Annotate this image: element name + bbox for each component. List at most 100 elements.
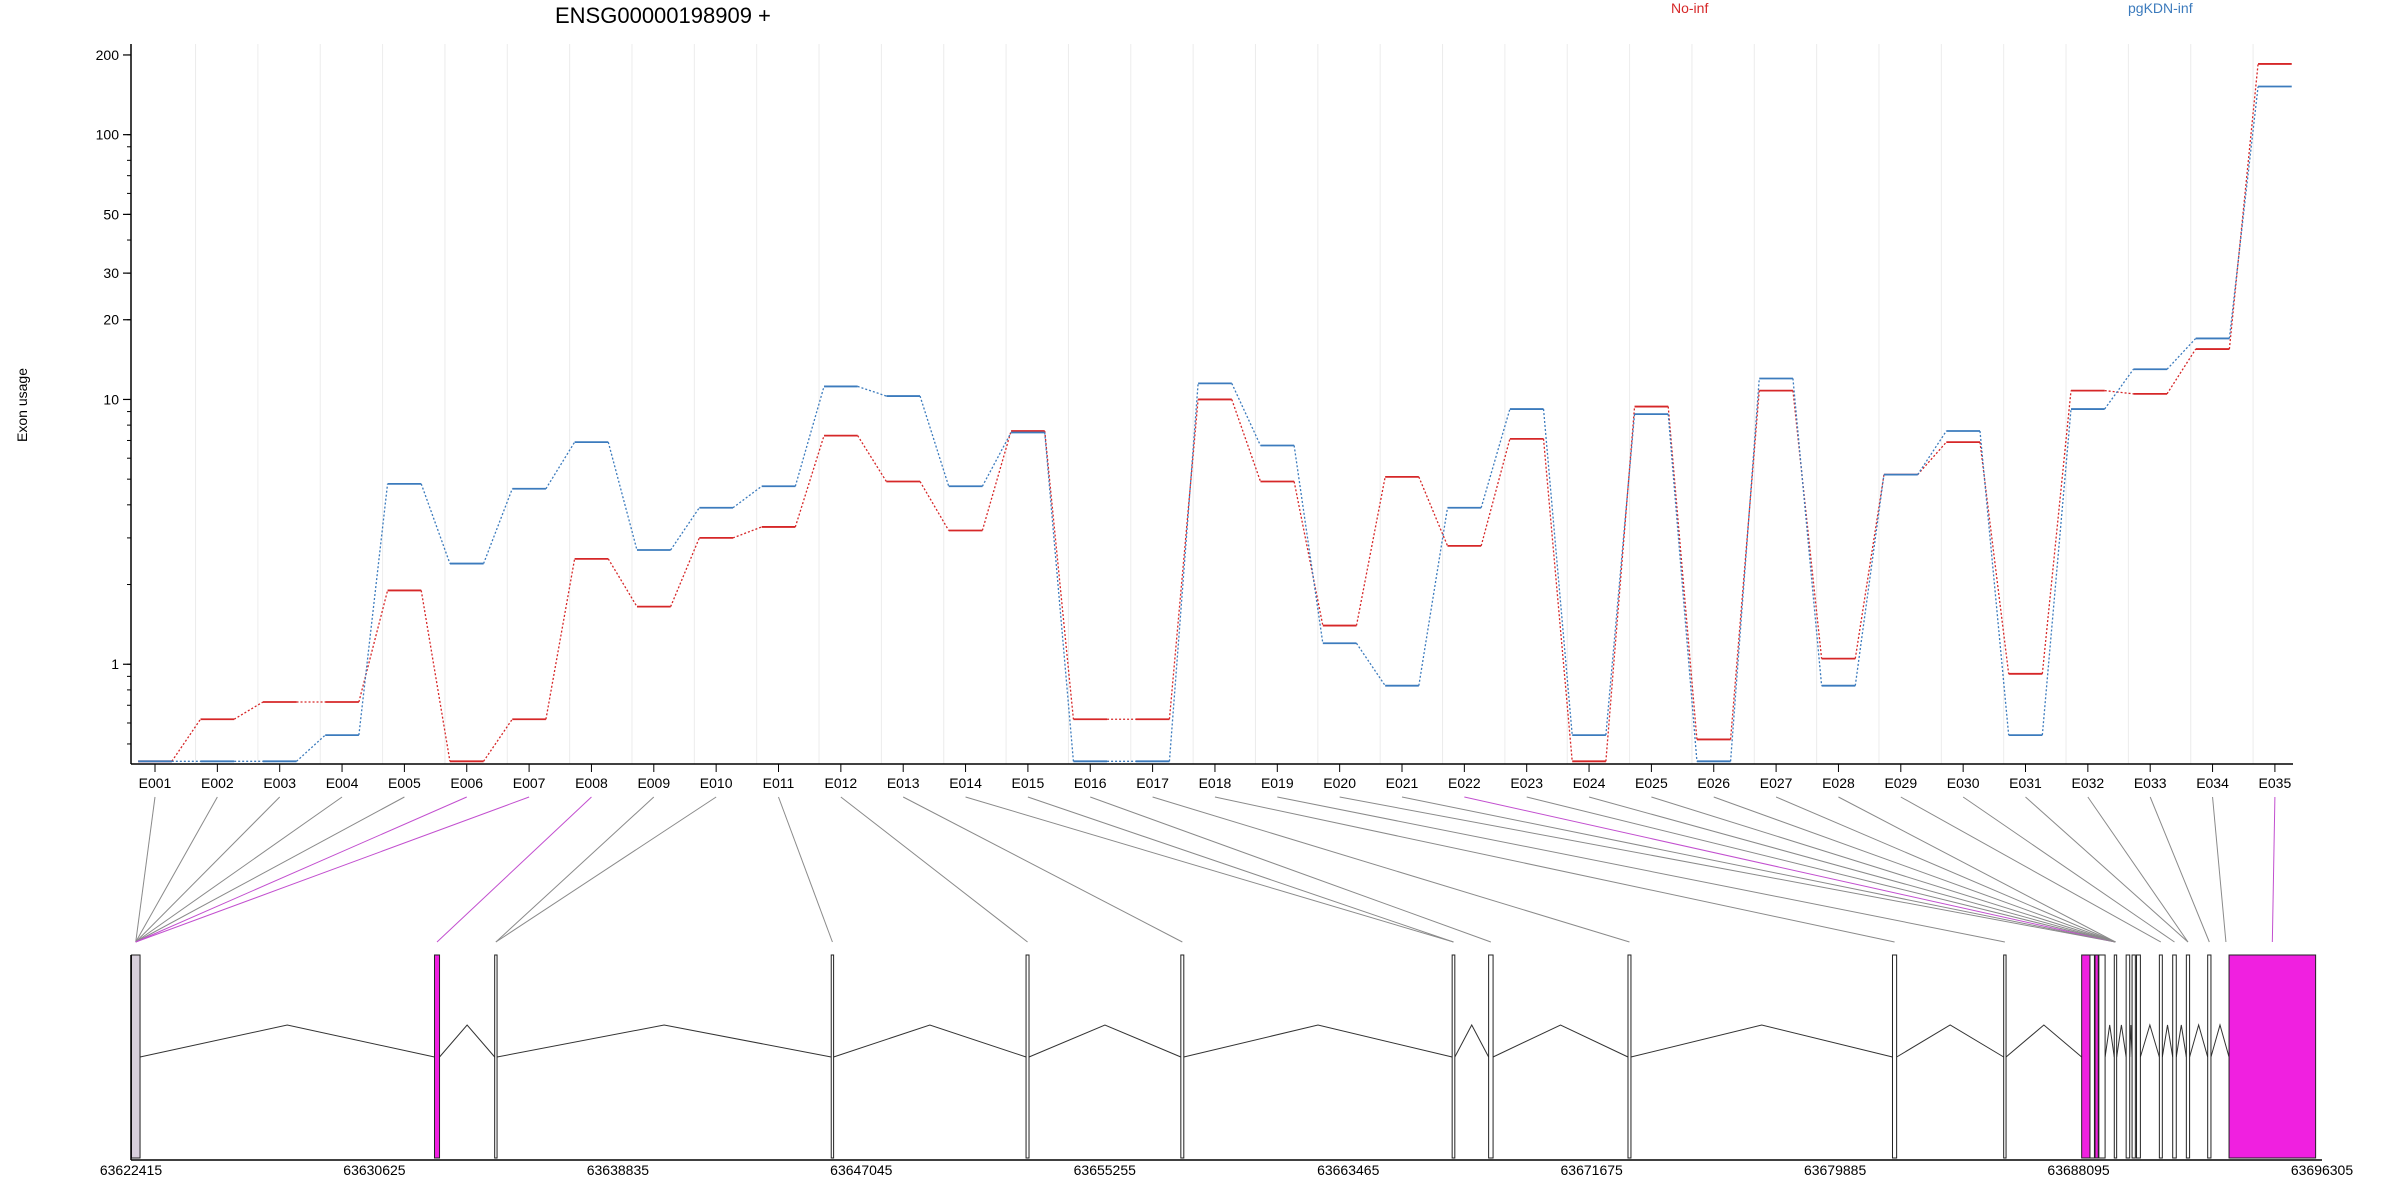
genomic-tick-label: 63647045: [830, 1162, 893, 1178]
connector-e009: [495, 796, 655, 943]
series-connector: [794, 386, 825, 487]
intron: [2161, 1024, 2174, 1058]
series-lines: [138, 63, 2292, 763]
exon-block: [2098, 954, 2106, 1159]
intron: [833, 1024, 1027, 1058]
connector-e028: [1838, 796, 2116, 943]
x-tick-label-e033: E033: [2134, 775, 2167, 791]
series-connector: [545, 558, 576, 720]
series-connector: [483, 718, 513, 762]
intron: [2104, 1024, 2115, 1058]
intron: [1492, 1024, 1629, 1058]
series-connector: [919, 481, 950, 531]
y-axis-label: Exon usage: [14, 368, 30, 442]
series-connector: [2104, 389, 2134, 395]
series-connector: [607, 441, 638, 551]
connector-e027: [1775, 796, 2116, 943]
series-connector: [358, 483, 389, 736]
x-tick-label-e022: E022: [1448, 775, 1481, 791]
connector-e022: [1464, 796, 2116, 943]
series-connector: [1667, 414, 1698, 762]
x-tick-label-e028: E028: [1822, 775, 1855, 791]
x-tick-label-e030: E030: [1947, 775, 1980, 791]
series-connector: [981, 430, 1012, 531]
intron: [439, 1024, 496, 1058]
chart-title: ENSG00000198909 +: [555, 3, 771, 28]
connector-e030: [1962, 796, 2175, 943]
genomic-tick-label: 63688095: [2047, 1162, 2110, 1178]
connector-e005: [135, 796, 405, 943]
series-connector: [732, 526, 762, 539]
series-connector: [794, 435, 825, 528]
connector-e003: [135, 796, 281, 943]
x-tick-label-e018: E018: [1199, 775, 1232, 791]
x-tick-label-e034: E034: [2196, 775, 2229, 791]
series-connector: [1854, 474, 1885, 659]
series-connector: [1979, 442, 2010, 674]
exon-block: [2113, 954, 2118, 1159]
connector-e018: [1214, 796, 1895, 943]
exon-block: [1627, 954, 1632, 1159]
genomic-tick-label: 63696305: [2291, 1162, 2354, 1178]
connector-e002: [135, 796, 218, 943]
intron: [1028, 1024, 1182, 1058]
x-tick-label-e031: E031: [2009, 775, 2042, 791]
series-connector: [545, 441, 576, 490]
series-connector: [1480, 408, 1511, 508]
genomic-tick-label: 63630625: [343, 1162, 406, 1178]
connector-e010: [495, 796, 717, 943]
connector-e026: [1713, 796, 2116, 943]
connector-e031: [2025, 796, 2189, 943]
connector-e015: [1027, 796, 1454, 943]
series-connector: [1168, 383, 1199, 762]
series-connector: [1418, 476, 1449, 547]
exon-block: [2185, 954, 2191, 1159]
x-tick-label-e029: E029: [1884, 775, 1917, 791]
genomic-tick-label: 63671675: [1561, 1162, 1624, 1178]
series-connector: [1293, 445, 1324, 644]
connector-e016: [1090, 796, 1492, 943]
intron: [2005, 1024, 2082, 1058]
connector-e017: [1152, 796, 1630, 943]
series-connector: [1605, 406, 1636, 762]
exon-block: [433, 954, 441, 1159]
intron: [1630, 1024, 1893, 1058]
y-axis: 1 10 20 30 50 100 200: [96, 44, 132, 764]
x-tick-label-e001: E001: [139, 775, 172, 791]
y-tick-label: 1: [111, 656, 119, 672]
x-tick-label-e025: E025: [1635, 775, 1668, 791]
series-pgkdn-inf: [138, 85, 2292, 763]
x-tick-label-e015: E015: [1012, 775, 1045, 791]
exon-block: [130, 954, 141, 1159]
x-tick-label-e023: E023: [1510, 775, 1543, 791]
series-connector: [1168, 399, 1199, 720]
connector-e011: [778, 796, 833, 943]
genomic-tick-label: 63679885: [1804, 1162, 1867, 1178]
connector-e024: [1588, 796, 2116, 943]
series-connector: [857, 385, 887, 397]
series-connector: [2166, 348, 2197, 395]
series-connector: [1418, 507, 1449, 686]
x-tick-label-e005: E005: [388, 775, 421, 791]
series-connector: [2166, 337, 2197, 370]
intron: [1183, 1024, 1453, 1058]
connector-e023: [1526, 796, 2116, 943]
genomic-tick-label: 63663465: [1317, 1162, 1380, 1178]
exon-block: [2228, 954, 2317, 1159]
series-connector: [358, 590, 389, 703]
x-tick-label-e021: E021: [1386, 775, 1419, 791]
intron: [1896, 1024, 2004, 1058]
series-connector: [1231, 399, 1262, 482]
exon-block: [1180, 954, 1185, 1159]
x-tick-label-e026: E026: [1697, 775, 1730, 791]
series-connector: [607, 558, 638, 607]
series-connector: [670, 537, 700, 607]
x-tick-label-e003: E003: [263, 775, 296, 791]
series-connector: [1917, 430, 1947, 476]
series-connector: [1542, 408, 1573, 736]
connector-e014: [965, 796, 1454, 943]
x-tick-label-e013: E013: [887, 775, 920, 791]
connector-e001: [135, 796, 156, 943]
intron: [2116, 1024, 2127, 1058]
